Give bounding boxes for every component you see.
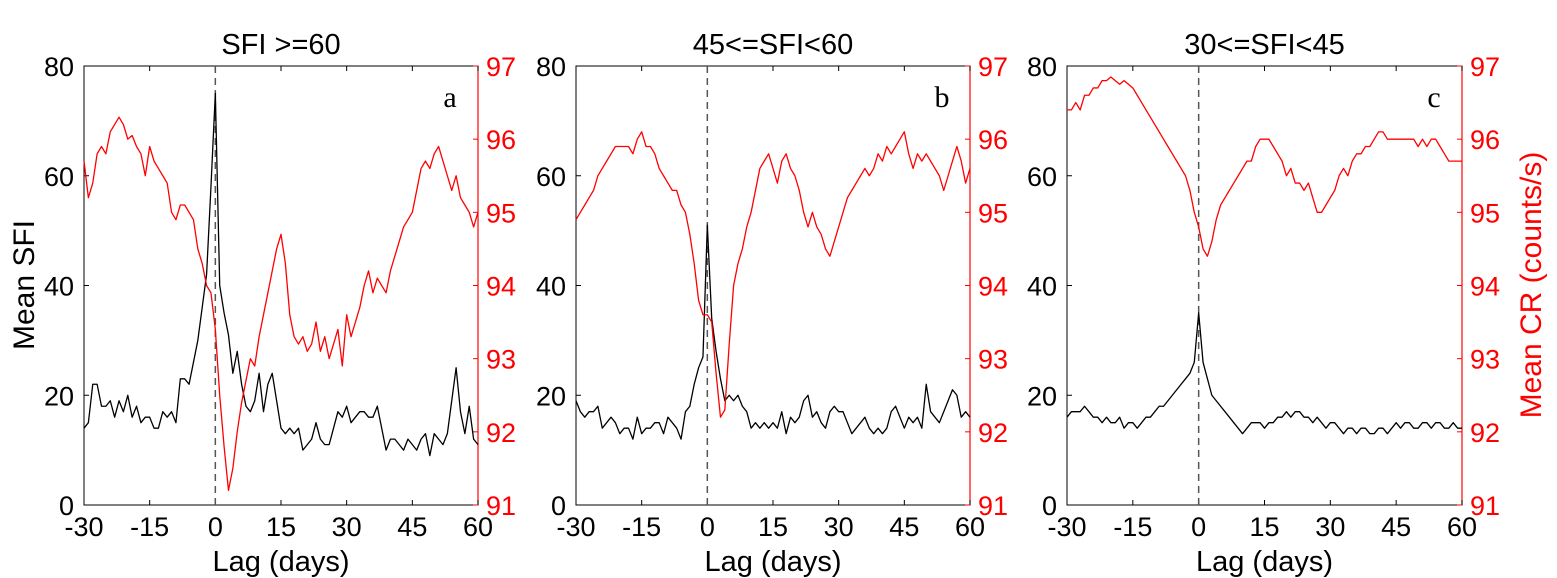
y-right-tick-label: 91 — [486, 491, 516, 521]
y-right-tick-label: 93 — [486, 345, 516, 375]
panel-a: -30 -15 0 15 30 45 60 0 20 40 60 80 91 92 93 94 95 96 97 SF… — [44, 29, 516, 578]
x-tick-label: 45 — [1381, 512, 1411, 542]
y-right-tick-label: 97 — [486, 52, 516, 82]
x-tick-label: 45 — [397, 512, 427, 542]
plot-frame — [83, 65, 479, 506]
y-right-tick-label: 96 — [978, 125, 1008, 155]
x-axis-label: Lag (days) — [212, 546, 349, 578]
y-left-tick-label: 80 — [1027, 52, 1057, 82]
y-right-tick-label: 95 — [978, 198, 1008, 228]
panel-letter: b — [935, 81, 950, 114]
x-tick-label: 60 — [1447, 512, 1477, 542]
x-tick-label: -15 — [130, 512, 169, 542]
panel-letter: a — [443, 81, 456, 114]
x-tick-label: 15 — [758, 512, 788, 542]
x-tick-label: 60 — [955, 512, 985, 542]
x-tick-label: -30 — [64, 512, 103, 542]
cr-series-line — [83, 116, 479, 492]
y-left-tick-label: 20 — [44, 381, 74, 411]
y-right-tick-label: 95 — [1470, 198, 1500, 228]
x-tick-label: 30 — [1315, 512, 1345, 542]
x-tick-label: 0 — [700, 512, 715, 542]
sfi-series-line — [83, 92, 479, 457]
y-right-tick-label: 97 — [978, 52, 1008, 82]
y-right-tick-label: 91 — [978, 491, 1008, 521]
y-right-tick-label: 95 — [486, 198, 516, 228]
panel-title: SFI >=60 — [221, 29, 340, 61]
left-y-axis-label: Mean SFI — [8, 220, 41, 350]
y-left-tick-label: 80 — [44, 52, 74, 82]
panel-c: -30 -15 0 15 30 45 60 0 20 40 60 80 91 92 93 94 95 96 97 30… — [1027, 29, 1500, 578]
y-right-tick-label: 93 — [978, 345, 1008, 375]
plot-frame — [1066, 65, 1463, 506]
y-left-tick-label: 40 — [1027, 272, 1057, 302]
y-right-tick-label: 93 — [1470, 345, 1500, 375]
y-left-tick-label: 60 — [44, 162, 74, 192]
y-right-tick-label: 96 — [486, 125, 516, 155]
y-left-tick-label: 40 — [536, 272, 566, 302]
y-left-tick-label: 40 — [44, 272, 74, 302]
y-left-tick-label: 80 — [536, 52, 566, 82]
y-right-tick-label: 91 — [1470, 491, 1500, 521]
x-tick-label: 45 — [889, 512, 919, 542]
y-right-tick-label: 94 — [486, 272, 516, 302]
y-right-tick-label: 96 — [1470, 125, 1500, 155]
y-left-tick-label: 20 — [536, 381, 566, 411]
x-tick-label: 15 — [266, 512, 296, 542]
x-tick-label: 30 — [824, 512, 854, 542]
y-left-tick-label: 0 — [551, 491, 566, 521]
x-tick-label: -15 — [1113, 512, 1152, 542]
x-tick-label: 0 — [208, 512, 223, 542]
sfi-series-line — [1066, 312, 1462, 435]
x-axis-label: Lag (days) — [1196, 546, 1333, 578]
panel-title: 30<=SFI<45 — [1184, 29, 1344, 61]
x-tick-label: 60 — [463, 512, 493, 542]
sfi-series-line — [575, 224, 971, 440]
y-right-tick-label: 94 — [978, 272, 1008, 302]
y-right-tick-label: 92 — [978, 418, 1008, 448]
x-tick-label: -15 — [622, 512, 661, 542]
panel-title: 45<=SFI<60 — [693, 29, 853, 61]
panel-letter: c — [1427, 81, 1440, 114]
panel-b: -30 -15 0 15 30 45 60 0 20 40 60 80 91 92 93 94 95 96 97 45… — [536, 29, 1008, 578]
y-left-tick-label: 0 — [59, 491, 74, 521]
y-left-tick-label: 0 — [1042, 491, 1057, 521]
x-tick-label: 15 — [1249, 512, 1279, 542]
x-tick-label: -30 — [1047, 512, 1086, 542]
y-left-tick-label: 20 — [1027, 381, 1057, 411]
cr-series-line — [575, 131, 971, 418]
y-right-tick-label: 92 — [486, 418, 516, 448]
y-right-tick-label: 92 — [1470, 418, 1500, 448]
x-tick-label: 0 — [1191, 512, 1206, 542]
y-left-tick-label: 60 — [536, 162, 566, 192]
plot-frame — [575, 65, 971, 506]
x-tick-label: 30 — [332, 512, 362, 542]
x-tick-label: -30 — [556, 512, 595, 542]
y-right-tick-label: 94 — [1470, 272, 1500, 302]
x-axis-label: Lag (days) — [704, 546, 841, 578]
chart-panels: -30 -15 0 15 30 45 60 0 20 40 60 80 91 92 93 94 95 96 97 SF… — [44, 29, 1500, 578]
cr-series-line — [1067, 76, 1462, 257]
right-y-axis-label: Mean CR (counts/s) — [1515, 152, 1548, 419]
y-left-tick-label: 60 — [1027, 162, 1057, 192]
y-right-tick-label: 97 — [1470, 52, 1500, 82]
